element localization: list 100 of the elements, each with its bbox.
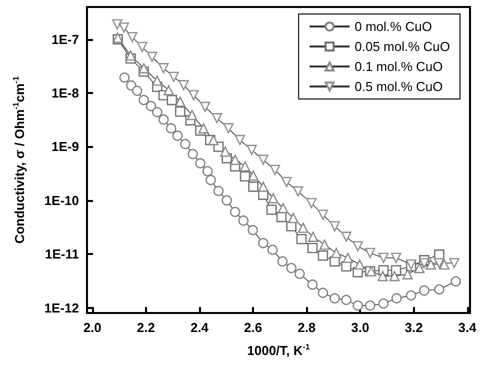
point — [414, 262, 425, 274]
point — [158, 114, 169, 125]
point — [212, 113, 222, 124]
point — [307, 242, 318, 254]
point — [230, 206, 240, 218]
point — [288, 212, 298, 224]
point — [138, 94, 149, 106]
point — [341, 294, 352, 306]
point — [119, 72, 130, 83]
point — [200, 102, 210, 112]
point — [138, 63, 149, 74]
point — [434, 258, 444, 268]
x-tick-label: 2.6 — [244, 320, 262, 335]
point — [286, 262, 297, 274]
point — [152, 75, 162, 86]
point — [439, 259, 450, 270]
point — [137, 42, 148, 52]
point — [307, 279, 318, 290]
legend-label: 0 mol.% CuO — [354, 19, 432, 34]
point — [248, 224, 258, 236]
point — [188, 90, 199, 100]
point — [180, 138, 190, 150]
legend-label: 0.1 mol.% CuO — [354, 59, 443, 74]
point — [389, 270, 400, 282]
point — [268, 193, 278, 204]
y-axis-title: Conductivity, σ / Ohm-1cm-1 — [12, 76, 27, 244]
point — [158, 63, 169, 74]
point — [341, 232, 352, 242]
point — [175, 96, 186, 107]
x-tick-label: 3.2 — [404, 320, 423, 335]
point — [378, 270, 388, 282]
point — [402, 269, 413, 280]
point — [127, 32, 138, 42]
point — [248, 182, 258, 192]
point — [248, 170, 258, 181]
y-tick-label: 1E-9 — [52, 139, 79, 154]
point — [230, 154, 240, 165]
point — [319, 240, 330, 250]
point — [450, 276, 461, 287]
point — [146, 52, 158, 62]
y-tick-label: 1E-12 — [44, 300, 79, 316]
point — [246, 144, 257, 156]
point — [298, 222, 308, 233]
point — [188, 148, 198, 160]
point — [208, 134, 219, 146]
x-tick-label: 3.0 — [351, 320, 370, 335]
point — [308, 232, 318, 242]
point — [318, 250, 328, 261]
point — [331, 248, 342, 258]
point — [270, 164, 280, 176]
point — [240, 171, 250, 182]
point — [258, 238, 268, 248]
point — [166, 123, 176, 134]
point — [198, 123, 209, 134]
y-tick-label: 1E-7 — [52, 32, 79, 47]
point — [354, 259, 365, 270]
point — [152, 107, 162, 118]
point — [168, 72, 179, 82]
point — [406, 290, 416, 301]
point — [222, 195, 232, 206]
point — [286, 221, 297, 232]
point — [172, 130, 183, 141]
point — [342, 252, 354, 264]
x-tick-label: 3.4 — [458, 320, 478, 335]
point — [223, 123, 234, 134]
point — [390, 252, 402, 264]
point — [132, 86, 142, 96]
point — [281, 176, 292, 188]
point — [330, 293, 340, 304]
point — [206, 174, 216, 186]
y-tick-label: 1E-10 — [44, 192, 79, 208]
point — [292, 186, 304, 197]
point — [146, 100, 156, 112]
point — [449, 258, 460, 268]
point — [195, 158, 206, 168]
point — [240, 161, 250, 172]
point — [391, 293, 402, 304]
point — [330, 221, 340, 232]
point — [364, 248, 376, 258]
point — [352, 241, 363, 252]
x-tick-label: 2.0 — [83, 320, 102, 335]
point — [296, 234, 307, 244]
point — [419, 285, 430, 296]
point — [202, 166, 213, 176]
point — [258, 182, 268, 192]
point — [419, 258, 430, 268]
point — [266, 204, 277, 215]
legend-label: 0.05 mol.% CuO — [354, 39, 450, 54]
point — [318, 288, 328, 298]
point — [238, 215, 249, 226]
point — [426, 259, 436, 270]
point — [213, 186, 224, 196]
point — [364, 300, 376, 311]
point — [378, 252, 389, 264]
point — [318, 210, 328, 220]
x-tick-label: 2.4 — [190, 320, 210, 335]
point — [434, 284, 444, 295]
point — [306, 198, 317, 208]
y-tick-label: 1E-8 — [52, 86, 79, 101]
point — [175, 106, 186, 117]
